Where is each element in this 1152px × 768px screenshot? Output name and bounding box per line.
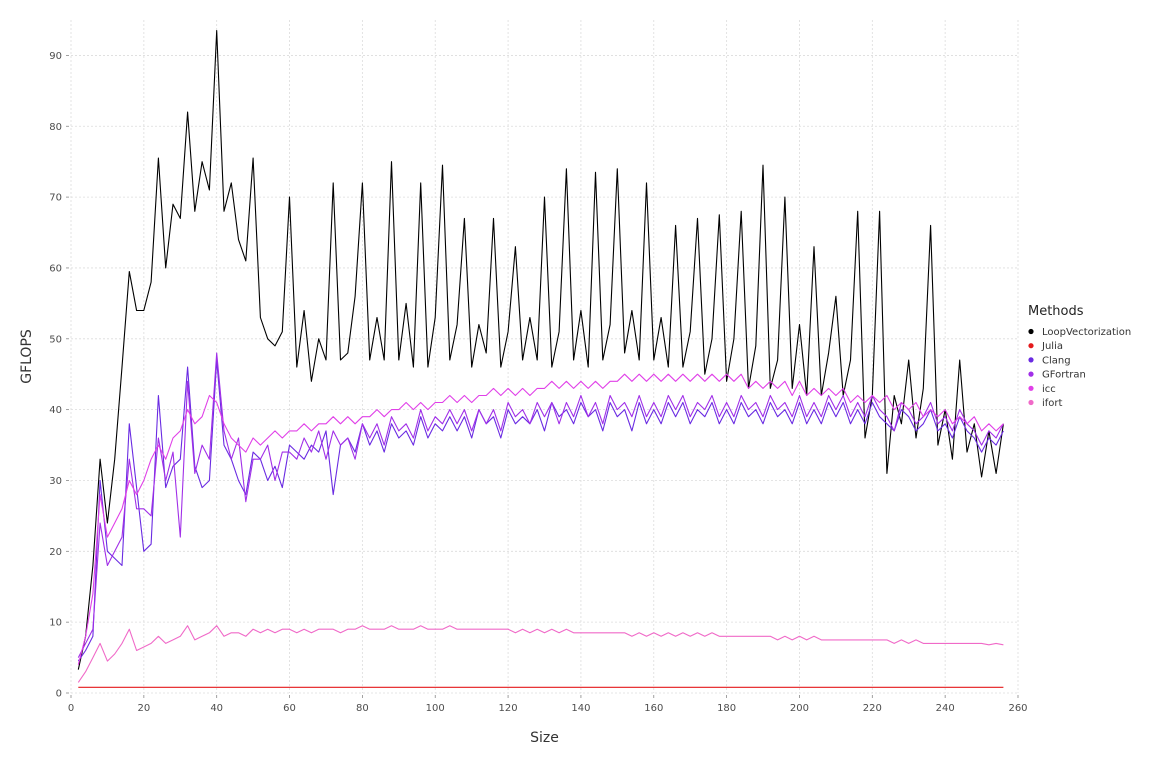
x-tick-label: 100	[426, 703, 445, 714]
x-axis-title: Size	[530, 730, 559, 746]
series-lines	[77, 30, 1004, 688]
x-tick-label: 40	[210, 703, 223, 714]
x-tick-label: 60	[283, 703, 296, 714]
legend-title: Methods	[1028, 304, 1084, 319]
legend-key-clang	[1028, 357, 1034, 363]
x-tick-label: 260	[1008, 703, 1027, 714]
series-line-clang	[77, 359, 1004, 662]
legend-label-ifort: ifort	[1042, 398, 1063, 409]
legend-label-icc: icc	[1042, 384, 1056, 395]
legend-key-julia	[1028, 343, 1034, 349]
legend-label-clang: Clang	[1042, 355, 1071, 366]
x-tick-label: 120	[499, 703, 518, 714]
y-tick-label: 90	[49, 51, 62, 62]
y-tick-label: 80	[49, 122, 62, 133]
x-tick-label: 0	[68, 703, 74, 714]
x-tick-label: 240	[936, 703, 955, 714]
x-tick-label: 20	[137, 703, 150, 714]
x-tick-label: 200	[790, 703, 809, 714]
x-tick-label: 80	[356, 703, 369, 714]
x-tick-label: 220	[863, 703, 882, 714]
legend: Methods LoopVectorization Julia Clang GFort…	[1028, 304, 1131, 409]
y-tick-label: 70	[49, 193, 62, 204]
series-line-loopvectorization	[77, 30, 1004, 670]
legend-label-gfortran: GFortran	[1042, 370, 1086, 381]
x-tick-label: 140	[571, 703, 590, 714]
y-tick-label: 50	[49, 334, 62, 345]
y-tick-label: 40	[49, 405, 62, 416]
legend-key-icc	[1028, 385, 1034, 391]
y-tick-label: 30	[49, 476, 62, 487]
legend-label-julia: Julia	[1041, 341, 1063, 352]
axes: 0 10 20 30 40 50 60 70 80 90 0 20 40 60 80 100 120 140 160…	[49, 51, 1027, 714]
x-tick-label: 160	[644, 703, 663, 714]
y-tick-label: 60	[49, 263, 62, 274]
y-tick-label: 0	[56, 689, 62, 700]
series-line-gfortran	[77, 352, 1004, 658]
y-axis-title: GFLOPS	[19, 329, 35, 384]
legend-label-loopvectorization: LoopVectorization	[1042, 327, 1131, 338]
y-tick-label: 10	[49, 618, 62, 629]
y-tick-label: 20	[49, 547, 62, 558]
series-line-icc	[77, 373, 1004, 665]
x-tick-label: 180	[717, 703, 736, 714]
legend-key-ifort	[1028, 399, 1034, 406]
series-line-ifort	[77, 625, 1004, 683]
legend-key-loopvectorization	[1028, 328, 1034, 335]
legend-key-gfortran	[1028, 371, 1034, 377]
